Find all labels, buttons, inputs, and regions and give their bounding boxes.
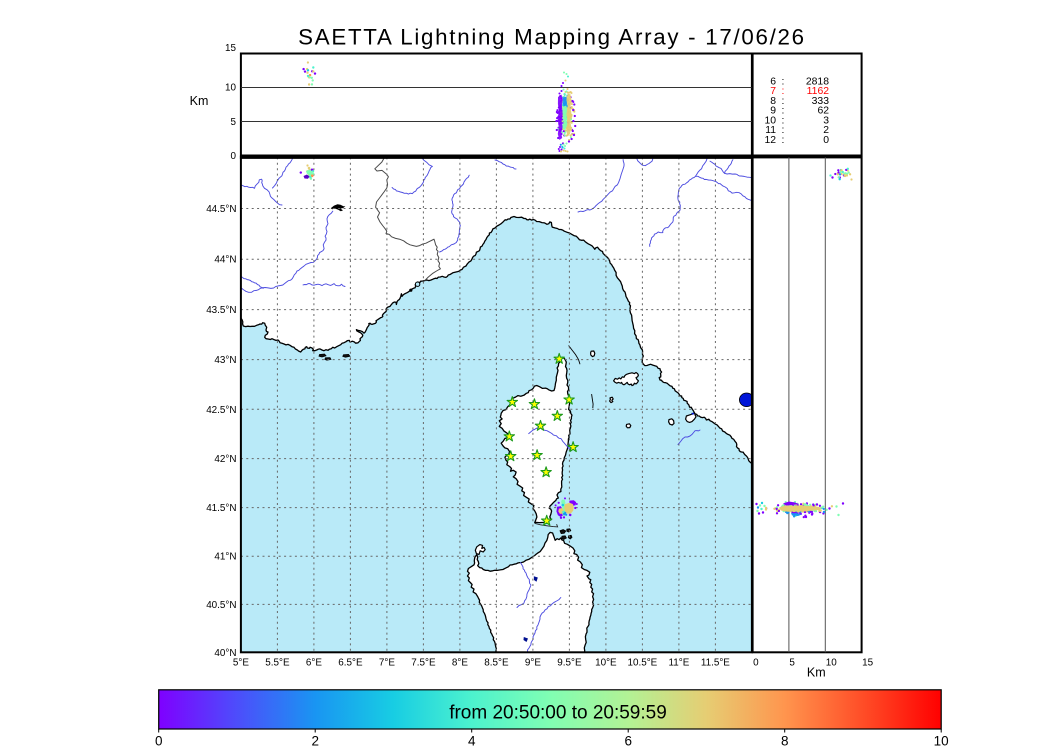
svg-text:12:0: 12:0: [764, 135, 829, 146]
svg-text:5: 5: [231, 117, 237, 128]
svg-text:10°E: 10°E: [595, 658, 617, 669]
svg-text:5: 5: [789, 658, 795, 669]
svg-text:10: 10: [225, 83, 236, 94]
svg-text:10.5°E: 10.5°E: [628, 658, 658, 669]
svg-text:Km: Km: [807, 666, 826, 680]
svg-text:6.5°E: 6.5°E: [338, 658, 363, 669]
svg-text:9°E: 9°E: [525, 658, 541, 669]
svg-text:9:62: 9:62: [770, 106, 829, 117]
svg-text:5°E: 5°E: [233, 658, 249, 669]
svg-text:Km: Km: [190, 94, 209, 108]
svg-text:8°E: 8°E: [452, 658, 468, 669]
svg-text:8: 8: [781, 734, 789, 749]
svg-text:6: 6: [624, 734, 632, 749]
svg-text:9.5°E: 9.5°E: [557, 658, 582, 669]
svg-text:2: 2: [311, 734, 319, 749]
svg-text:0: 0: [231, 151, 237, 162]
svg-text:42.5°N: 42.5°N: [206, 405, 236, 416]
svg-text:15: 15: [862, 658, 873, 669]
svg-text:10:3: 10:3: [764, 115, 829, 126]
svg-text:10: 10: [934, 734, 949, 749]
svg-text:5.5°E: 5.5°E: [265, 658, 290, 669]
svg-text:6°E: 6°E: [306, 658, 322, 669]
svg-text:11°E: 11°E: [669, 658, 690, 669]
svg-text:42°N: 42°N: [214, 454, 236, 465]
svg-text:7.5°E: 7.5°E: [411, 658, 436, 669]
svg-text:41°N: 41°N: [214, 552, 236, 563]
svg-text:40°N: 40°N: [214, 648, 236, 659]
svg-text:6:2818: 6:2818: [770, 76, 829, 87]
svg-text:4: 4: [468, 734, 476, 749]
svg-text:SAETTA Lightning Mapping Array: SAETTA Lightning Mapping Array - 17/06/2…: [298, 25, 806, 50]
svg-text:8.5°E: 8.5°E: [484, 658, 509, 669]
svg-text:41.5°N: 41.5°N: [206, 503, 236, 514]
svg-text:43.5°N: 43.5°N: [206, 305, 236, 316]
svg-text:43°N: 43°N: [214, 355, 236, 366]
svg-text:7:1162: 7:1162: [770, 86, 829, 97]
svg-text:11.5°E: 11.5°E: [701, 658, 730, 669]
svg-text:8:333: 8:333: [770, 96, 829, 107]
svg-text:0: 0: [155, 734, 163, 749]
svg-text:44.5°N: 44.5°N: [206, 204, 236, 215]
svg-text:15: 15: [225, 43, 236, 54]
svg-text:40.5°N: 40.5°N: [206, 600, 236, 611]
svg-text:7°E: 7°E: [379, 658, 395, 669]
svg-text:0: 0: [753, 658, 759, 669]
svg-text:11:2: 11:2: [765, 125, 829, 136]
svg-text:44°N: 44°N: [214, 255, 236, 266]
svg-text:10: 10: [826, 658, 837, 669]
svg-text:from 20:50:00 to 20:59:59: from 20:50:00 to 20:59:59: [449, 703, 667, 724]
